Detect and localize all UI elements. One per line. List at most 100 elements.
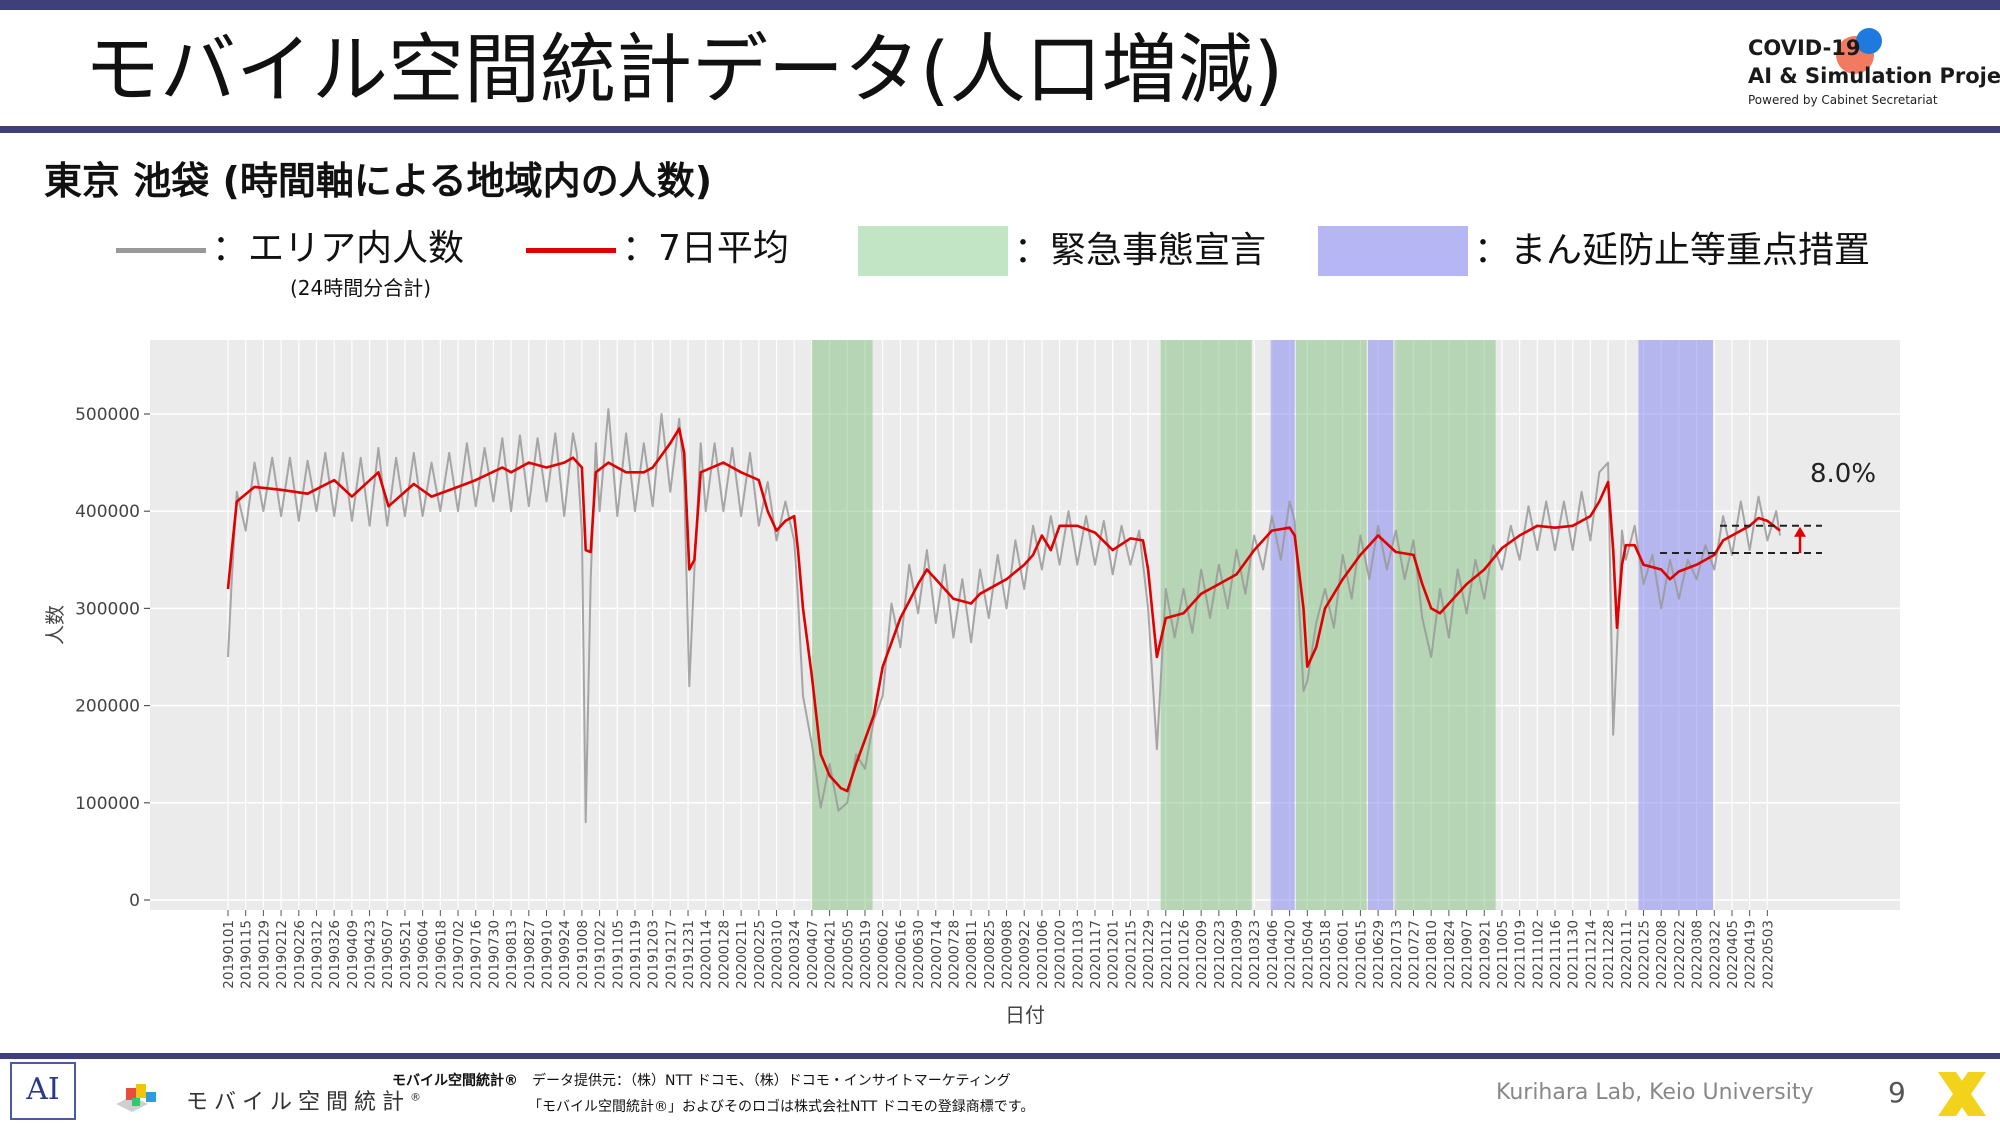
- x-tick-label: 20200616: [893, 920, 909, 989]
- legend-avg-label: ：7日平均: [622, 228, 789, 269]
- logo-line-1: COVID-19: [1748, 36, 1861, 60]
- series-line-area: [227, 408, 1781, 824]
- x-tick-label: 20190618: [433, 920, 449, 989]
- x-tick-label: 20191203: [646, 920, 662, 989]
- x-tick-label: 20200128: [716, 920, 732, 989]
- legend-area-sublabel: (24時間分合計): [290, 276, 432, 300]
- x-tick-label: 20210309: [1230, 920, 1246, 989]
- ai-logo-icon: AI: [10, 1062, 76, 1120]
- x-tick-label: 20220125: [1637, 920, 1653, 989]
- area-series: [227, 408, 1781, 824]
- x-tick-label: 20220208: [1654, 920, 1670, 989]
- x-tick-label: 20211019: [1513, 920, 1529, 989]
- x-tick-label: 20210713: [1389, 920, 1405, 989]
- x-tick-label: 20210420: [1283, 920, 1299, 989]
- shade-emergency: [811, 340, 873, 910]
- y-axis: 0 100000 200000 300000 400000 500000: [75, 405, 150, 911]
- top-accent-bar: [0, 0, 2000, 10]
- x-tick-label: 20210907: [1460, 920, 1476, 989]
- x-tick-label: 20190730: [486, 920, 502, 989]
- x-tick-label: 20211116: [1548, 920, 1564, 989]
- x-tick-label: 20201215: [1123, 920, 1139, 989]
- annotation-label: 8.0%: [1810, 459, 1876, 489]
- y-tick-label: 300000: [75, 599, 140, 619]
- x-tick-label: 20200421: [823, 920, 839, 989]
- x-tick-label: 20190827: [522, 920, 538, 989]
- x-tick-label: 20191105: [610, 920, 626, 989]
- x-tick-label: 20201201: [1106, 920, 1122, 989]
- x-brand-icon: [1938, 1072, 1986, 1116]
- covid-project-logo: COVID-19 AI & Simulation Project Powered…: [1740, 24, 2000, 120]
- avg-series: [226, 427, 1781, 793]
- footer-brand-text: モバイル空間統計: [186, 1090, 411, 1115]
- x-tick-label: 20210112: [1159, 920, 1175, 989]
- legend-emergency-swatch: [858, 226, 1008, 276]
- x-tick-label: 20190910: [540, 920, 556, 989]
- y-tick-label: 400000: [75, 502, 140, 522]
- y-tick-label: 0: [129, 891, 140, 911]
- footer-lab: Kurihara Lab, Keio University: [1496, 1080, 1814, 1105]
- legend-area-label: ：エリア内人数: [212, 228, 465, 269]
- x-tick-label: 20210629: [1371, 920, 1387, 989]
- x-tick-label: 20190716: [469, 920, 485, 989]
- title-divider: [0, 126, 2000, 133]
- x-tick-label: 20190507: [380, 920, 396, 989]
- x-tick-label: 20190326: [327, 920, 343, 989]
- chart-subtitle: 東京 池袋 (時間軸による地域内の人数): [44, 159, 713, 203]
- x-tick-label: 20191217: [663, 920, 679, 989]
- x-tick-label: 20201117: [1088, 920, 1104, 989]
- x-tick-label: 20200728: [946, 920, 962, 989]
- x-tick-label: 20210406: [1265, 920, 1281, 989]
- chart-legend: ：エリア内人数 (24時間分合計) ：7日平均 ：緊急事態宣言 ：まん延防止等重…: [0, 222, 2000, 302]
- x-tick-label: 20200211: [734, 920, 750, 989]
- x-tick-label: 20211214: [1583, 920, 1599, 989]
- x-tick-label: 20201020: [1053, 920, 1069, 989]
- x-tick-label: 20191231: [681, 920, 697, 989]
- x-tick-label: 20190702: [451, 920, 467, 989]
- x-tick-label: 20211102: [1530, 920, 1546, 989]
- logo-line-2: AI & Simulation Project: [1748, 64, 2000, 88]
- x-tick-label: 20220503: [1760, 920, 1776, 989]
- x-tick-label: 20211228: [1601, 920, 1617, 989]
- shade-emergency: [1295, 340, 1367, 910]
- population-chart: 0 100000 200000 300000 400000 500000 20190101…: [43, 340, 1900, 1027]
- series-line-avg: [226, 427, 1781, 793]
- page-number: 9: [1888, 1076, 1906, 1109]
- x-tick-label: 20210518: [1318, 920, 1334, 989]
- x-tick-label: 20220405: [1725, 920, 1741, 989]
- page-title: モバイル空間統計データ(人口増減): [84, 25, 1284, 114]
- x-tick-label: 20190423: [363, 920, 379, 989]
- x-tick-label: 20190129: [256, 920, 272, 989]
- shade-emergency: [1160, 340, 1252, 910]
- x-tick-label: 20191008: [575, 920, 591, 989]
- x-tick-label: 20220222: [1672, 920, 1688, 989]
- x-tick-label: 20200602: [876, 920, 892, 989]
- x-tick-label: 20210727: [1407, 920, 1423, 989]
- x-tick-label: 20200519: [858, 920, 874, 989]
- legend-manen-label: ：まん延防止等重点措置: [1474, 230, 1871, 271]
- x-tick-label: 20190101: [221, 920, 237, 989]
- shade-emergency: [1394, 340, 1496, 910]
- x-tick-label: 20210921: [1477, 920, 1493, 989]
- x-tick-label: 20190924: [557, 920, 573, 989]
- x-tick-label: 20190521: [398, 920, 414, 989]
- x-tick-label: 20201229: [1141, 920, 1157, 989]
- mobile-stats-logo-icon: [116, 1084, 156, 1112]
- x-tick-label: 20200324: [787, 920, 803, 989]
- footer-credit-line: データ提供元：（株）NTT ドコモ、（株）ドコモ・インサイトマーケティング: [532, 1073, 1011, 1089]
- x-tick-label: 20190226: [292, 920, 308, 989]
- y-tick-label: 100000: [75, 794, 140, 814]
- x-tick-label: 20200825: [982, 920, 998, 989]
- x-tick-label: 20211130: [1566, 920, 1582, 989]
- x-tick-label: 20210504: [1300, 920, 1316, 989]
- x-tick-label: 20200630: [911, 920, 927, 989]
- footer-trademark: 「モバイル空間統計®」およびそのロゴは株式会社NTT ドコモの登録商標です。: [528, 1099, 1035, 1115]
- shade-manen: [1638, 340, 1714, 910]
- x-tick-label: 20220322: [1707, 920, 1723, 989]
- x-tick-label: 20210615: [1353, 920, 1369, 989]
- legend-area-swatch: [116, 248, 206, 253]
- annotation-arrow-head-icon: [1794, 526, 1806, 537]
- shade-manen: [1270, 340, 1295, 910]
- x-tick-label: 20190115: [239, 920, 255, 989]
- footer-brand: モバイル空間統計®: [186, 1084, 421, 1116]
